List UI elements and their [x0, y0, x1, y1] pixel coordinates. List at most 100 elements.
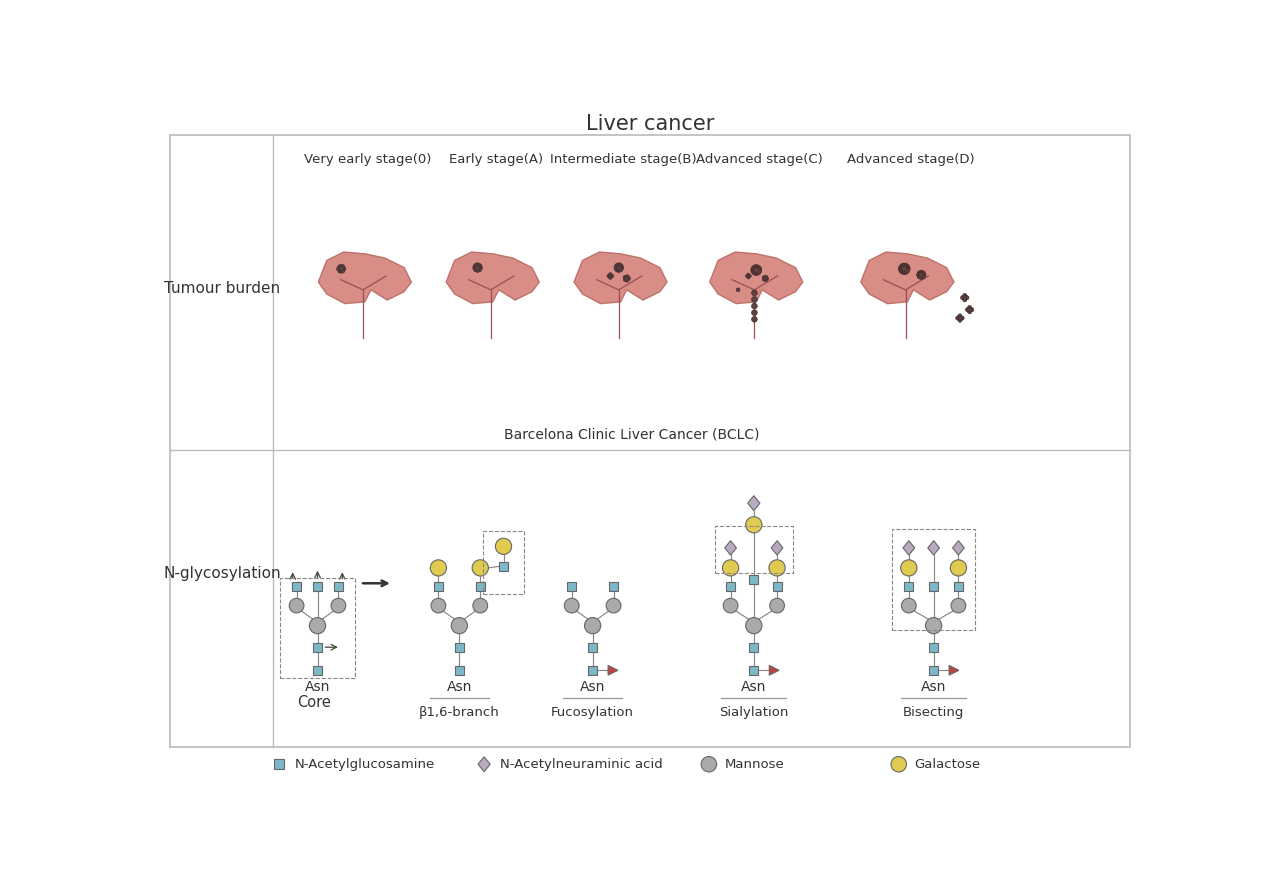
- Circle shape: [615, 263, 619, 268]
- Circle shape: [751, 303, 758, 309]
- Circle shape: [902, 269, 907, 274]
- Text: Asn: Asn: [921, 681, 947, 695]
- Polygon shape: [478, 757, 490, 772]
- Circle shape: [745, 274, 749, 278]
- Circle shape: [430, 560, 447, 576]
- Polygon shape: [319, 252, 411, 304]
- Circle shape: [958, 316, 962, 320]
- Circle shape: [967, 306, 972, 309]
- Circle shape: [607, 274, 610, 278]
- Polygon shape: [747, 496, 760, 511]
- Circle shape: [763, 276, 765, 279]
- Circle shape: [618, 264, 623, 268]
- Text: Bisecting: Bisecting: [904, 706, 964, 719]
- Circle shape: [921, 274, 925, 279]
- Circle shape: [901, 560, 917, 576]
- Text: Advanced stage(D): Advanced stage(D): [846, 153, 975, 166]
- Circle shape: [617, 265, 621, 270]
- Circle shape: [331, 598, 345, 613]
- Circle shape: [702, 757, 717, 772]
- Text: Barcelona Clinic Liver Cancer (BCLC): Barcelona Clinic Liver Cancer (BCLC): [504, 427, 759, 442]
- Circle shape: [751, 316, 758, 322]
- Circle shape: [477, 264, 482, 268]
- Circle shape: [765, 277, 769, 280]
- Circle shape: [754, 270, 759, 275]
- Circle shape: [905, 265, 910, 271]
- Text: N-glycosylation: N-glycosylation: [164, 566, 280, 581]
- Circle shape: [623, 275, 627, 279]
- Bar: [609, 582, 618, 590]
- Circle shape: [963, 295, 967, 300]
- Polygon shape: [949, 666, 959, 675]
- Circle shape: [751, 266, 756, 272]
- Bar: [929, 666, 938, 675]
- Bar: [929, 582, 938, 590]
- Circle shape: [624, 277, 628, 280]
- Bar: [905, 582, 914, 590]
- Circle shape: [921, 272, 926, 277]
- Circle shape: [476, 263, 480, 267]
- Circle shape: [615, 267, 619, 272]
- Circle shape: [431, 598, 445, 613]
- Bar: [279, 578, 355, 678]
- Circle shape: [289, 598, 305, 613]
- Bar: [749, 643, 759, 652]
- Text: N-Acetylneuraminic acid: N-Acetylneuraminic acid: [500, 758, 662, 771]
- Circle shape: [898, 265, 905, 271]
- Text: Asn: Asn: [305, 681, 330, 695]
- Circle shape: [898, 266, 905, 272]
- Circle shape: [919, 270, 924, 275]
- Bar: [313, 666, 322, 675]
- Circle shape: [904, 268, 909, 274]
- Text: Intermediate stage(B): Intermediate stage(B): [551, 153, 697, 166]
- Circle shape: [476, 268, 480, 272]
- Circle shape: [338, 265, 343, 269]
- Bar: [499, 562, 508, 571]
- Circle shape: [747, 274, 750, 278]
- Circle shape: [967, 307, 972, 312]
- Circle shape: [746, 517, 761, 533]
- Circle shape: [904, 264, 909, 269]
- Circle shape: [614, 266, 619, 271]
- Circle shape: [764, 277, 766, 280]
- Circle shape: [901, 263, 906, 269]
- Circle shape: [900, 268, 905, 274]
- Bar: [773, 582, 782, 590]
- Circle shape: [610, 274, 614, 278]
- Circle shape: [753, 265, 758, 270]
- Text: Early stage(A): Early stage(A): [449, 153, 543, 166]
- Polygon shape: [447, 252, 539, 304]
- Circle shape: [967, 310, 972, 314]
- Polygon shape: [608, 666, 618, 675]
- Polygon shape: [725, 540, 736, 555]
- Bar: [313, 582, 322, 590]
- Circle shape: [473, 265, 477, 270]
- Bar: [483, 531, 524, 594]
- Circle shape: [627, 277, 631, 280]
- Circle shape: [626, 279, 629, 282]
- Circle shape: [958, 314, 962, 318]
- Text: Very early stage(0): Very early stage(0): [305, 153, 431, 166]
- Circle shape: [473, 267, 478, 272]
- Text: Mannose: Mannose: [725, 758, 784, 771]
- Bar: [588, 643, 598, 652]
- Circle shape: [764, 279, 768, 282]
- Bar: [567, 582, 576, 590]
- Circle shape: [619, 265, 623, 270]
- Circle shape: [617, 263, 622, 267]
- Circle shape: [901, 269, 906, 274]
- Circle shape: [340, 265, 345, 269]
- Circle shape: [338, 269, 343, 273]
- Bar: [929, 643, 938, 652]
- Bar: [434, 582, 443, 590]
- Circle shape: [746, 618, 761, 633]
- Bar: [954, 582, 963, 590]
- Text: N-Acetylglucosamine: N-Acetylglucosamine: [294, 758, 434, 771]
- Bar: [714, 526, 793, 573]
- Circle shape: [336, 266, 341, 271]
- Text: Advanced stage(C): Advanced stage(C): [695, 153, 822, 166]
- Circle shape: [310, 618, 326, 633]
- Circle shape: [495, 538, 511, 555]
- Circle shape: [749, 274, 751, 278]
- Bar: [313, 643, 322, 652]
